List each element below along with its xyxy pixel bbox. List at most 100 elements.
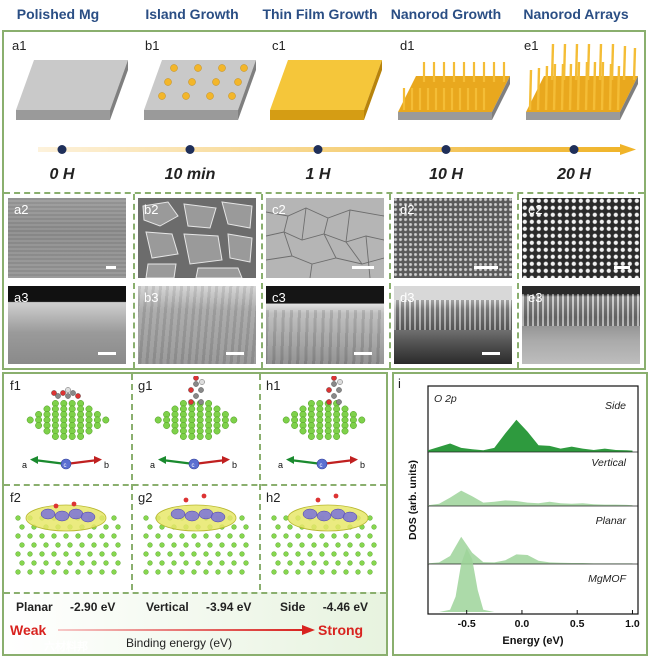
mg-atom — [75, 533, 81, 539]
dos-area-side — [428, 419, 633, 452]
mg-atom — [215, 551, 221, 557]
mg-atom — [27, 533, 33, 539]
mg-atom — [231, 560, 237, 566]
mg-atom — [283, 533, 289, 539]
axis-c — [188, 458, 200, 470]
sem-image-d3 — [394, 286, 512, 364]
mg-atom — [35, 422, 43, 429]
mg-atom — [154, 416, 162, 424]
mg-atom — [287, 524, 293, 530]
panel-label-f1: f1 — [10, 378, 21, 393]
x-tick-label: 0.0 — [515, 618, 530, 630]
stage-title-5: Nanorod Arrays — [523, 6, 629, 22]
sem-divider-3 — [389, 194, 391, 368]
mg-atom — [343, 533, 349, 539]
axis-c-label: c — [192, 463, 195, 469]
axis-a-head — [30, 456, 38, 464]
charge-depletion — [210, 511, 226, 523]
panel-label-b2: b2 — [144, 202, 159, 217]
axis-b-head — [350, 456, 358, 464]
mg-atom — [79, 560, 85, 566]
charge-depletion — [316, 510, 332, 522]
mg-atom — [219, 542, 225, 548]
binding-vertical-name: Vertical — [146, 600, 189, 614]
sem-divider-2 — [261, 194, 263, 368]
mg-atom — [291, 422, 299, 429]
mg-atom — [307, 551, 313, 557]
stage-title-1: Polished Mg — [16, 6, 100, 22]
scale-bar — [98, 352, 116, 355]
mg-atom — [103, 542, 109, 548]
island-growth-illustration — [144, 60, 256, 120]
o-atom — [201, 493, 207, 499]
mg-atom — [307, 569, 313, 575]
mg-atom — [275, 560, 281, 566]
panel-label-e1: e1 — [524, 38, 539, 53]
mg-atom — [99, 551, 105, 557]
charge-depletion — [80, 511, 96, 523]
mg-atom — [159, 560, 165, 566]
mg-atom — [207, 542, 213, 548]
charge-depletion — [184, 510, 200, 522]
mg-atom — [171, 427, 179, 435]
mg-atom — [275, 542, 281, 548]
mg-atom — [55, 542, 61, 548]
binding-planar-name: Planar — [16, 600, 53, 614]
panel-label-f2: f2 — [10, 490, 21, 505]
mg-atom — [91, 560, 97, 566]
planar-adsorption-model: a b c — [22, 387, 110, 470]
mg-atom — [319, 533, 325, 539]
scale-bar — [226, 352, 244, 355]
mg-atom — [143, 533, 149, 539]
mg-atom — [213, 427, 221, 435]
panel-label-g2: g2 — [138, 490, 153, 505]
mg-atom — [111, 551, 117, 557]
mg-atom — [230, 416, 238, 424]
mg-atom — [75, 551, 81, 557]
mg-atom — [77, 433, 85, 440]
dft-divider-h — [4, 484, 386, 486]
mg-atom — [227, 569, 233, 575]
mg-atom — [231, 524, 237, 530]
dos-area-mgmof — [428, 548, 633, 612]
panel-label-c3: c3 — [272, 290, 286, 305]
mg-atom — [188, 433, 196, 440]
mg-atom — [143, 551, 149, 557]
plot-frame — [427, 385, 639, 615]
stage-title-2: Island Growth — [145, 6, 239, 22]
panel-label-e3: e3 — [528, 290, 543, 305]
panel-label-c1: c1 — [272, 38, 286, 53]
mg-atom — [239, 551, 245, 557]
mg-atom — [87, 551, 93, 557]
mg-atom — [103, 524, 109, 530]
mg-atom — [99, 569, 105, 575]
binding-arrow — [58, 625, 315, 635]
mg-atom — [367, 533, 373, 539]
mg-atom — [283, 551, 289, 557]
panel-label-b1: b1 — [145, 38, 160, 53]
axis-c — [60, 458, 72, 470]
mg-atom — [311, 542, 317, 548]
mg-atom — [93, 422, 101, 429]
sem-divider-4 — [517, 194, 519, 368]
mg-atom — [147, 542, 153, 548]
sem-image-a2 — [8, 198, 126, 278]
panel-label-h1: h1 — [266, 378, 281, 393]
side-charge-density — [271, 493, 377, 575]
mg-atom — [79, 542, 85, 548]
adsorbed-molecule — [51, 387, 81, 399]
o-atom — [53, 503, 59, 509]
mg-atom — [295, 569, 301, 575]
mg-atom — [163, 422, 171, 429]
panel-label-g1: g1 — [138, 378, 153, 393]
mg-atom — [282, 416, 290, 424]
mg-atom — [331, 533, 337, 539]
time-label-5: 20 H — [557, 166, 591, 183]
mg-atom — [227, 551, 233, 557]
mg-atom — [115, 524, 121, 530]
mg-atom — [87, 533, 93, 539]
mg-atom — [239, 515, 245, 521]
mg-atom — [271, 515, 277, 521]
mg-atom — [343, 551, 349, 557]
o-atom — [333, 493, 339, 499]
